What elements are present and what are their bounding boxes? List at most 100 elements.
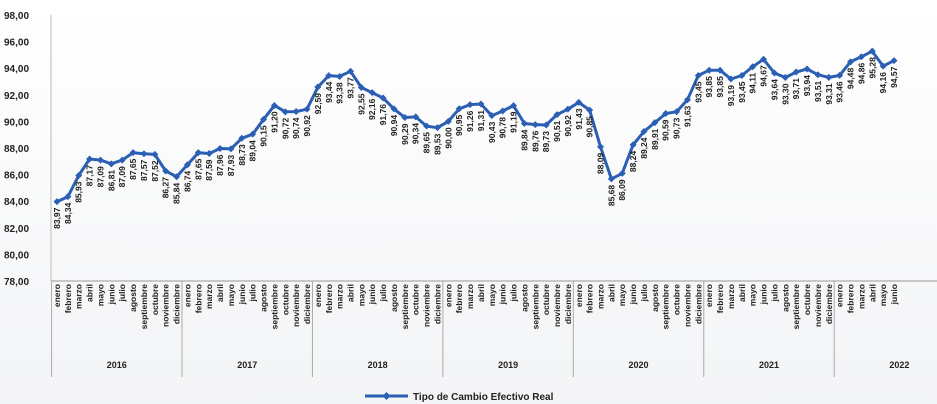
x-tick-label: diciembre [563,284,573,324]
x-tick-label: agosto [259,284,269,312]
data-point [716,66,724,74]
data-point [118,156,126,164]
data-label: 94,48 [846,68,856,90]
data-point [151,150,159,158]
x-tick-label: agosto [519,284,529,312]
data-label: 91,19 [509,111,519,133]
x-tick-label: diciembre [432,284,442,324]
x-tick-label: diciembre [824,284,834,324]
x-tick-label: marzo [726,284,736,309]
data-label: 86,81 [106,170,116,192]
x-tick-label: marzo [74,284,84,309]
data-point [760,55,768,63]
y-tick-label: 80,00 [4,250,29,261]
data-label: 89,04 [248,140,258,162]
data-point [694,72,702,80]
y-tick-label: 88,00 [4,144,29,155]
data-point [792,68,800,76]
x-tick-label: agosto [128,284,138,312]
data-label: 87,65 [193,158,203,180]
x-tick-label: octubre [672,284,682,315]
y-tick-label: 78,00 [4,277,29,288]
data-point [618,169,626,177]
x-tick-label: noviembre [682,284,692,327]
data-label: 93,45 [737,81,747,103]
data-label: 91,43 [574,108,584,130]
data-point [673,108,681,116]
data-point [433,124,441,132]
data-point [640,128,648,136]
data-label: 93,38 [335,82,345,104]
year-label: 2016 [107,360,127,370]
x-tick-label: enero [182,284,192,307]
data-label: 92,59 [313,93,323,115]
data-point [510,102,518,110]
y-tick-label: 94,00 [4,64,29,75]
x-tick-label: julio [769,284,779,302]
data-point [303,105,311,113]
data-point [314,83,322,91]
data-point [227,145,235,153]
year-label: 2018 [368,360,388,370]
x-tick-label: marzo [204,284,214,309]
x-tick-label: diciembre [302,284,312,324]
data-label: 89,24 [639,137,649,159]
x-tick-label: enero [443,284,453,307]
x-tick-label: mayo [356,284,366,306]
x-tick-label: febrero [846,284,856,313]
data-point [183,161,191,169]
data-label: 89,91 [650,128,660,150]
data-point [825,73,833,81]
x-tick-label: enero [52,284,62,307]
data-point [531,121,539,129]
x-tick-label: octubre [802,284,812,315]
data-point [281,108,289,116]
x-tick-label: mayo [878,284,888,306]
data-label: 90,73 [672,117,682,139]
data-point [868,47,876,55]
data-point [173,173,181,181]
data-label: 87,59 [204,159,214,181]
data-label: 86,74 [182,170,192,192]
data-point [346,67,354,75]
x-tick-label: julio [248,284,258,302]
data-label: 93,51 [813,80,823,102]
year-label: 2022 [889,360,909,370]
x-tick-label: noviembre [813,284,823,327]
data-point [879,62,887,70]
data-label: 90,92 [563,115,573,137]
data-label: 88,73 [237,144,247,166]
data-label: 90,00 [443,127,453,149]
x-tick-label: octubre [541,284,551,315]
data-label: 90,59 [661,119,671,141]
x-tick-label: junio [628,284,638,305]
data-point [216,145,224,153]
data-label: 94,57 [889,66,899,88]
data-point [53,198,61,206]
data-point [488,112,496,120]
data-label: 85,93 [74,181,84,203]
x-tick-label: abril [85,284,95,302]
data-label: 90,29 [400,123,410,145]
y-tick-label: 98,00 [4,11,29,22]
data-point [770,69,778,77]
data-point [336,72,344,80]
data-point [781,74,789,82]
data-point [205,149,213,157]
data-label: 86,09 [617,179,627,201]
data-point [683,96,691,104]
x-tick-label: febrero [454,284,464,313]
data-label: 94,16 [878,72,888,94]
data-point [749,63,757,71]
data-label: 87,17 [85,165,95,187]
x-tick-label: octubre [280,284,290,315]
data-label: 90,78 [498,117,508,139]
data-point [325,72,333,80]
data-point [857,53,865,61]
data-label: 91,63 [682,105,692,127]
data-label: 94,67 [759,65,769,87]
data-point [705,66,713,74]
x-tick-label: noviembre [161,284,171,327]
x-tick-label: mayo [748,284,758,306]
